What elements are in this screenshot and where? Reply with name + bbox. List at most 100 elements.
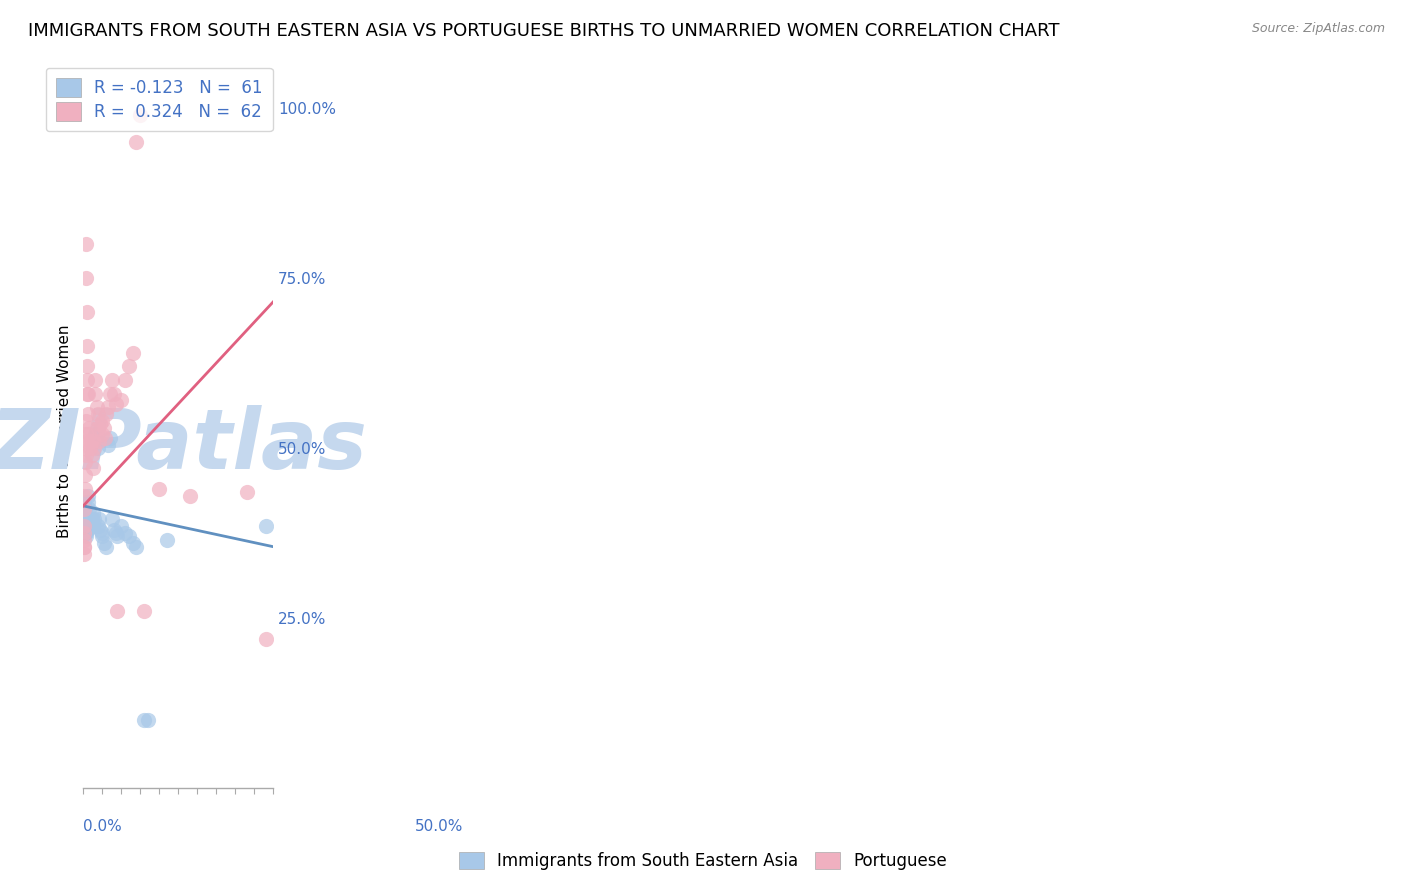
Point	[83, 373, 105, 387]
Point	[118, 529, 141, 543]
Point	[73, 540, 96, 554]
Point	[121, 536, 143, 550]
Point	[87, 420, 110, 434]
Point	[87, 407, 110, 421]
Point	[89, 523, 111, 537]
Point	[86, 401, 108, 415]
Point	[156, 533, 179, 547]
Point	[179, 489, 201, 503]
Point	[75, 509, 97, 524]
Text: IMMIGRANTS FROM SOUTH EASTERN ASIA VS PORTUGUESE BIRTHS TO UNMARRIED WOMEN CORRE: IMMIGRANTS FROM SOUTH EASTERN ASIA VS PO…	[28, 22, 1060, 40]
Point	[75, 482, 97, 496]
Point	[75, 529, 97, 543]
Point	[89, 512, 111, 526]
Point	[73, 519, 96, 533]
Point	[91, 414, 114, 428]
Point	[107, 529, 129, 543]
Point	[94, 431, 117, 445]
Point	[98, 431, 121, 445]
Point	[75, 526, 97, 541]
Point	[79, 516, 101, 530]
Point	[84, 386, 107, 401]
Text: 50.0%: 50.0%	[415, 819, 463, 834]
Point	[75, 526, 97, 541]
Point	[75, 519, 97, 533]
Point	[73, 506, 96, 520]
Point	[76, 373, 98, 387]
Point	[80, 434, 103, 449]
Point	[89, 434, 111, 449]
Point	[254, 519, 277, 533]
Point	[129, 108, 152, 122]
Point	[77, 407, 100, 421]
Point	[83, 512, 105, 526]
Point	[82, 519, 104, 533]
Point	[75, 271, 97, 285]
Point	[75, 414, 97, 428]
Point	[87, 519, 110, 533]
Point	[76, 386, 98, 401]
Legend: R = -0.123   N =  61, R =  0.324   N =  62: R = -0.123 N = 61, R = 0.324 N = 62	[46, 68, 273, 131]
Point	[90, 427, 112, 442]
Point	[110, 519, 132, 533]
Point	[73, 523, 96, 537]
Point	[82, 461, 104, 475]
Point	[104, 397, 127, 411]
Point	[94, 407, 117, 421]
Point	[73, 468, 96, 483]
Point	[77, 420, 100, 434]
Point	[97, 437, 120, 451]
Point	[75, 509, 97, 524]
Point	[84, 434, 107, 449]
Point	[76, 386, 98, 401]
Point	[76, 339, 98, 353]
Point	[132, 713, 155, 727]
Point	[101, 373, 124, 387]
Point	[121, 346, 143, 360]
Point	[77, 502, 100, 516]
Point	[103, 386, 125, 401]
Point	[114, 373, 136, 387]
Point	[73, 533, 96, 547]
Point	[73, 526, 96, 541]
Point	[75, 448, 97, 462]
Point	[136, 713, 159, 727]
Point	[79, 512, 101, 526]
Point	[73, 512, 96, 526]
Point	[254, 632, 277, 646]
Point	[73, 519, 96, 533]
Point	[235, 485, 257, 500]
Point	[80, 512, 103, 526]
Point	[75, 519, 97, 533]
Point	[76, 489, 98, 503]
Point	[76, 523, 98, 537]
Point	[73, 540, 96, 554]
Point	[75, 237, 97, 252]
Point	[114, 526, 136, 541]
Y-axis label: Births to Unmarried Women: Births to Unmarried Women	[58, 325, 72, 538]
Point	[93, 536, 115, 550]
Point	[148, 482, 170, 496]
Point	[103, 523, 125, 537]
Point	[73, 512, 96, 526]
Point	[80, 519, 103, 533]
Point	[76, 512, 98, 526]
Point	[87, 441, 110, 455]
Point	[73, 499, 96, 513]
Point	[75, 427, 97, 442]
Point	[76, 305, 98, 319]
Point	[76, 359, 98, 374]
Point	[86, 427, 108, 442]
Point	[73, 489, 96, 503]
Point	[94, 540, 117, 554]
Point	[75, 455, 97, 469]
Point	[79, 427, 101, 442]
Point	[80, 448, 103, 462]
Point	[75, 434, 97, 449]
Point	[73, 502, 96, 516]
Point	[125, 540, 148, 554]
Point	[82, 506, 104, 520]
Point	[79, 441, 101, 455]
Point	[76, 512, 98, 526]
Point	[73, 495, 96, 509]
